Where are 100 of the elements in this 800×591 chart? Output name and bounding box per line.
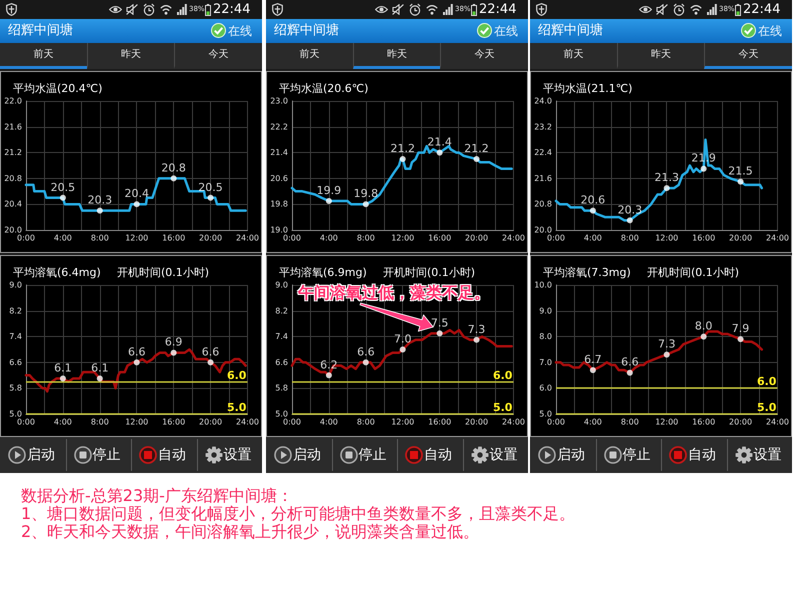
x-tick-label: 12:00 bbox=[125, 234, 148, 242]
text: 22:44 bbox=[213, 1, 250, 18]
x-tick-label: 20:00 bbox=[199, 418, 222, 426]
y-tick-label: 5.0 bbox=[539, 410, 552, 418]
data-label: 7.3 bbox=[658, 338, 676, 351]
x-tick-label: 0:00 bbox=[283, 418, 301, 426]
text: 22:44 bbox=[743, 1, 780, 18]
x-tick-label: 8:00 bbox=[356, 234, 375, 242]
y-tick-label: 19.8 bbox=[270, 200, 288, 209]
ref-line-label: 5.0 bbox=[226, 401, 247, 414]
y-tick-label: 7.4 bbox=[9, 332, 22, 342]
data-label: 6.6 bbox=[128, 345, 146, 358]
text: 今天 bbox=[474, 49, 495, 60]
point bbox=[208, 194, 214, 201]
y-tick-label: 9.0 bbox=[275, 280, 288, 290]
data-label: 7.0 bbox=[394, 332, 412, 346]
y-tick-label: 20.0 bbox=[4, 226, 22, 234]
chart-subtitle: 开机时间(0.1小时) bbox=[383, 266, 476, 279]
y-tick-label: 21.2 bbox=[4, 148, 22, 158]
ref-line-label: 6.0 bbox=[756, 375, 777, 388]
ref-line-label: 6.0 bbox=[492, 368, 513, 382]
x-tick-label: 12:00 bbox=[391, 418, 414, 426]
data-label: 6.2 bbox=[320, 358, 338, 372]
y-tick-label: 6.6 bbox=[9, 358, 22, 367]
x-tick-label: 8:00 bbox=[356, 418, 375, 426]
text: 在线 bbox=[228, 23, 252, 40]
point bbox=[664, 185, 670, 192]
text: 自动 bbox=[158, 446, 186, 465]
data-label: 20.8 bbox=[161, 161, 186, 174]
point bbox=[326, 372, 332, 378]
y-tick-label: 8.2 bbox=[9, 306, 22, 316]
data-label: 6.6 bbox=[621, 356, 639, 369]
point bbox=[60, 194, 66, 201]
data-label: 20.3 bbox=[618, 203, 642, 216]
text: 绍辉中间塘 bbox=[8, 22, 73, 40]
data-label: 20.5 bbox=[50, 180, 76, 194]
point bbox=[400, 346, 406, 352]
point bbox=[134, 359, 140, 366]
text: 绍辉中间塘 bbox=[538, 22, 603, 40]
x-tick-label: 12:00 bbox=[655, 234, 678, 242]
point bbox=[626, 370, 633, 376]
y-tick-label: 21.6 bbox=[4, 122, 22, 132]
y-tick-label: 6.0 bbox=[539, 384, 552, 393]
y-tick-label: 21.6 bbox=[534, 174, 552, 183]
text: 在线 bbox=[494, 23, 518, 40]
data-label: 6.1 bbox=[54, 362, 72, 375]
data-label: 6.6 bbox=[357, 345, 375, 358]
point bbox=[400, 156, 406, 162]
y-tick-label: 5.8 bbox=[9, 384, 22, 393]
data-label: 7.5 bbox=[430, 316, 448, 330]
data-label: 6.9 bbox=[164, 336, 182, 349]
y-tick-label: 20.0 bbox=[534, 226, 552, 234]
y-tick-label: 20.8 bbox=[534, 200, 552, 209]
point bbox=[700, 334, 707, 340]
text: 设置 bbox=[490, 446, 518, 465]
data-label: 20.3 bbox=[88, 194, 112, 207]
line-series bbox=[554, 138, 764, 222]
y-tick-label: 20.8 bbox=[4, 174, 22, 183]
data-label: 21.2 bbox=[464, 142, 489, 156]
x-tick-label: 12:00 bbox=[125, 418, 148, 426]
y-tick-label: 5.0 bbox=[9, 410, 22, 418]
point bbox=[208, 359, 214, 366]
text: 启动 bbox=[293, 446, 321, 465]
x-tick-label: 4:00 bbox=[584, 234, 602, 242]
annotation: 午间溶氧过低，藻类不足。 bbox=[298, 282, 490, 302]
x-tick-label: 12:00 bbox=[391, 234, 414, 242]
chart-subtitle: 开机时间(0.1小时) bbox=[117, 266, 210, 279]
ref-line-label: 5.0 bbox=[756, 401, 777, 414]
text: 设置 bbox=[754, 446, 782, 465]
data-label: 21.3 bbox=[654, 171, 679, 184]
ref-line-label: 5.0 bbox=[492, 401, 513, 414]
text: 停止 bbox=[622, 446, 650, 465]
x-tick-label: 16:00 bbox=[692, 234, 716, 242]
point bbox=[170, 350, 177, 356]
data-label: 21.5 bbox=[728, 164, 753, 178]
text: 前天 bbox=[33, 49, 54, 60]
text: 今天 bbox=[738, 49, 759, 60]
chart-title: 平均溶氧(7.3mg) bbox=[543, 266, 631, 279]
point bbox=[60, 376, 66, 382]
data-label: 20.5 bbox=[198, 180, 223, 194]
text: 昨天 bbox=[387, 49, 407, 60]
text: 启动 bbox=[557, 446, 585, 465]
data-label: 21.4 bbox=[427, 136, 452, 149]
text: 在线 bbox=[758, 23, 782, 40]
chart-title: 平均水温(20.4℃) bbox=[13, 82, 102, 95]
y-tick-label: 22.2 bbox=[270, 122, 288, 132]
point bbox=[134, 201, 140, 208]
x-tick-label: 16:00 bbox=[162, 234, 186, 242]
y-tick-label: 23.2 bbox=[534, 122, 552, 132]
x-tick-label: 0:00 bbox=[283, 234, 301, 242]
x-tick-label: 16:00 bbox=[162, 418, 186, 426]
x-tick-label: 4:00 bbox=[54, 418, 72, 426]
data-label: 21.2 bbox=[390, 142, 415, 156]
text: 今天 bbox=[208, 49, 229, 60]
text: 昨天 bbox=[121, 49, 141, 60]
point bbox=[590, 367, 596, 374]
x-tick-label: 24:00 bbox=[236, 418, 260, 426]
y-tick-label: 6.6 bbox=[275, 358, 288, 367]
chart-title: 平均溶氧(6.9mg) bbox=[279, 266, 367, 279]
y-tick-label: 9.0 bbox=[539, 306, 552, 316]
